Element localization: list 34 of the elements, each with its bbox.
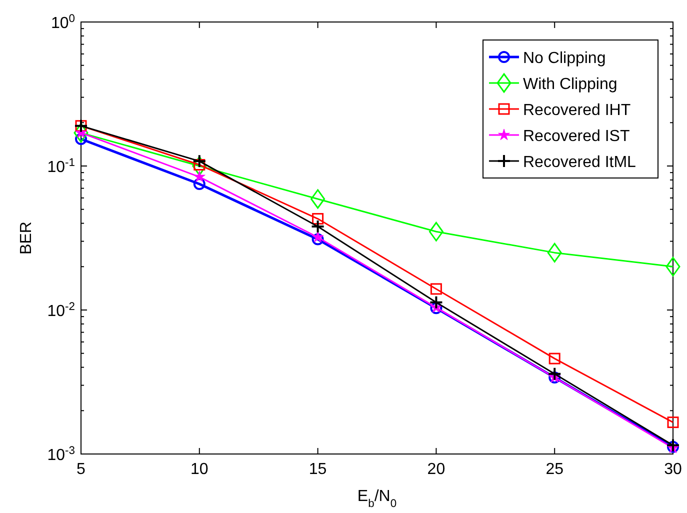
- point: [310, 189, 326, 209]
- point: [666, 256, 680, 276]
- y-tick-label: 10$^{0}$: [50, 13, 75, 32]
- x-tick-label: 20: [427, 461, 446, 478]
- point: [193, 178, 206, 190]
- x-axis-title: E$_{b}$/N$_{0}$: [357, 488, 397, 510]
- point: [548, 352, 560, 364]
- x-tick-label: 25: [546, 461, 564, 478]
- legend-label: Recovered IST: [523, 128, 630, 145]
- point: [429, 295, 444, 310]
- point: [74, 123, 88, 143]
- y-tick-label: 10$^{-3}$: [47, 445, 75, 464]
- point: [667, 416, 679, 428]
- point: [666, 438, 680, 452]
- legend-label: Recovered IHT: [523, 102, 631, 119]
- legend-label: With Clipping: [523, 76, 618, 93]
- point: [193, 170, 206, 182]
- y-axis-title: BER: [18, 222, 35, 254]
- point: [312, 231, 324, 242]
- y-tick-label: 10$^{-1}$: [47, 157, 75, 176]
- y-tick-label: 10$^{-2}$: [47, 301, 75, 320]
- x-tick-label: 15: [308, 461, 327, 478]
- point: [548, 366, 562, 381]
- point: [310, 220, 325, 234]
- x-tick-label: 5: [76, 461, 86, 478]
- legend-label: No Clipping: [523, 50, 606, 67]
- x-tick-label: 30: [664, 461, 682, 478]
- point: [428, 222, 444, 242]
- point: [547, 242, 562, 262]
- point: [312, 213, 324, 225]
- point: [312, 233, 324, 246]
- point: [430, 283, 442, 295]
- x-tick-label: 10: [190, 461, 208, 478]
- legend-label: Recovered ItML: [523, 154, 636, 171]
